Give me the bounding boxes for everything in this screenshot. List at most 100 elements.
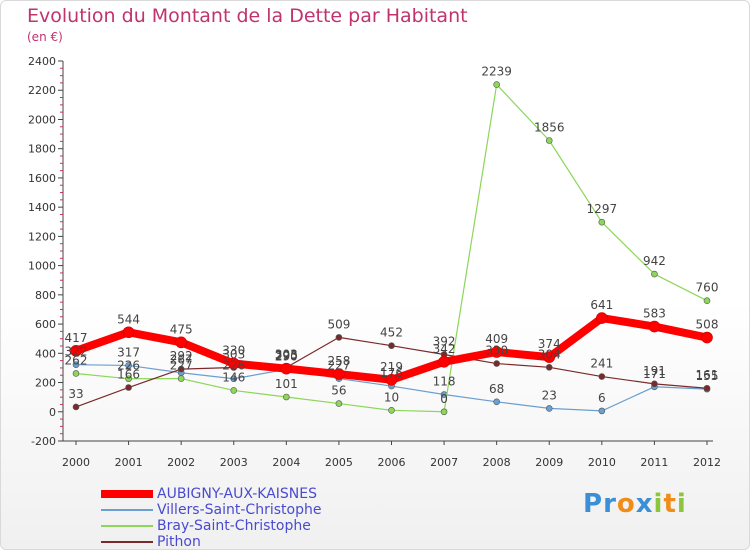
data-point: [490, 346, 503, 358]
data-point: [388, 342, 395, 350]
y-tick-label: -200: [31, 435, 56, 448]
data-point: [493, 81, 500, 88]
data-label: 2239: [481, 65, 512, 79]
data-label: 295: [275, 349, 298, 363]
data-point: [125, 362, 132, 369]
x-tick-label: 2012: [693, 456, 721, 469]
data-point: [175, 336, 187, 349]
data-label: 374: [538, 337, 561, 351]
chart-subtitle: (en €): [27, 30, 63, 44]
data-label: 227: [327, 359, 350, 373]
data-point: [648, 320, 661, 333]
x-tick-label: 2000: [62, 456, 90, 469]
data-point: [493, 398, 500, 406]
data-point: [177, 365, 185, 373]
data-label: 544: [117, 312, 140, 326]
data-point: [70, 345, 82, 357]
data-label: 6: [598, 391, 606, 405]
data-label: 303: [275, 347, 298, 361]
data-point: [283, 393, 290, 401]
data-point: [230, 375, 238, 383]
data-point: [703, 297, 711, 304]
x-tick-label: 2001: [115, 456, 143, 469]
legend-swatch: [101, 509, 153, 511]
x-tick-label: 2006: [378, 456, 406, 469]
data-point: [545, 405, 553, 412]
data-label: 23: [542, 388, 557, 402]
data-point: [177, 375, 185, 382]
y-tick-label: 1400: [28, 201, 56, 214]
data-point: [543, 351, 556, 363]
legend-swatch: [101, 525, 153, 527]
data-label: 292: [170, 349, 193, 363]
legend-swatch: [101, 541, 153, 543]
data-label: 583: [643, 307, 666, 321]
data-label: 226: [117, 359, 140, 373]
x-tick-label: 2008: [483, 456, 511, 469]
y-tick-label: 2200: [28, 84, 56, 97]
data-point: [280, 362, 293, 375]
y-tick-label: 1000: [28, 260, 56, 273]
data-point: [438, 355, 450, 368]
data-point: [122, 326, 135, 339]
data-point: [701, 331, 713, 344]
legend-label: Pithon: [157, 534, 201, 550]
legend-label: Villers-Saint-Christophe: [157, 502, 322, 518]
data-label: 146: [222, 370, 245, 384]
y-tick-label: 400: [35, 347, 56, 360]
data-label: 56: [331, 384, 346, 398]
data-point: [230, 387, 238, 394]
data-point: [125, 375, 132, 383]
x-tick-label: 2011: [640, 456, 668, 469]
data-label: 1297: [587, 202, 618, 216]
data-label: 262: [65, 353, 88, 367]
data-label: 409: [485, 332, 508, 346]
data-point: [125, 384, 132, 391]
data-label: 101: [275, 377, 298, 391]
data-label: 452: [380, 326, 403, 340]
proxiti-logo: Proxiti: [583, 489, 687, 519]
data-point: [598, 407, 606, 415]
x-tick-label: 2010: [588, 456, 616, 469]
logo-letter: i: [676, 489, 687, 519]
y-tick-label: 800: [35, 289, 56, 302]
y-tick-label: 2000: [28, 113, 56, 126]
data-point: [598, 373, 606, 380]
x-tick-label: 2005: [325, 456, 353, 469]
logo-letter: o: [616, 489, 636, 519]
data-point: [545, 137, 553, 144]
data-label: 330: [485, 344, 508, 358]
x-tick-label: 2004: [272, 456, 300, 469]
data-label: 267: [170, 353, 193, 367]
x-tick-label: 2003: [220, 456, 248, 469]
y-tick-label: 1600: [28, 172, 56, 185]
data-label: 166: [117, 368, 140, 382]
x-tick-label: 2009: [535, 456, 563, 469]
data-label: 508: [696, 318, 719, 332]
data-label: 392: [433, 334, 456, 348]
data-label: 942: [643, 254, 666, 268]
data-point: [493, 360, 500, 367]
data-point: [72, 370, 80, 377]
data-label: 641: [590, 298, 613, 312]
logo-letter: t: [663, 489, 677, 519]
data-label: 322: [65, 345, 88, 359]
data-point: [596, 312, 608, 324]
data-label: 303: [222, 347, 245, 361]
y-tick-label: 200: [35, 377, 56, 390]
data-point: [651, 380, 658, 388]
data-point: [545, 364, 553, 371]
data-label: 176: [380, 366, 403, 380]
data-point: [651, 270, 658, 278]
data-label: 304: [538, 347, 561, 361]
data-label: 509: [327, 317, 350, 331]
data-label: 0: [440, 392, 448, 406]
data-label: 33: [68, 387, 83, 401]
y-tick-label: 2400: [28, 55, 56, 68]
data-point: [227, 357, 240, 370]
data-point: [388, 407, 395, 414]
logo-letter: r: [603, 489, 617, 519]
logo-letter: i: [653, 489, 664, 519]
